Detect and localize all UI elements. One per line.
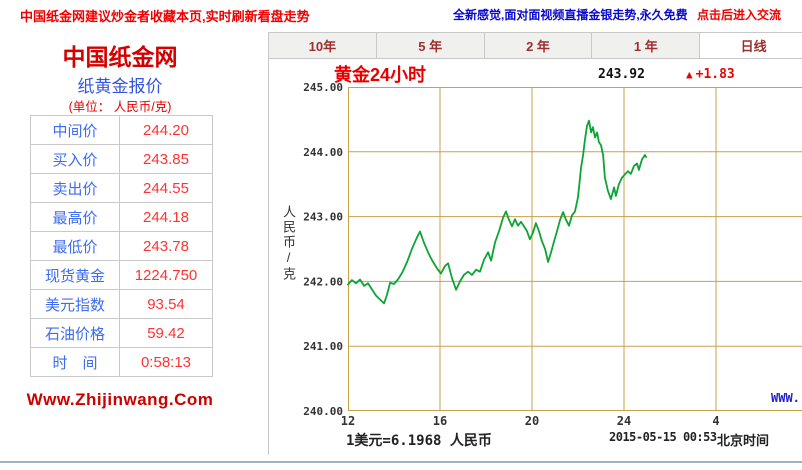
y-axis-unit-label: 人民币/克 (281, 205, 296, 282)
quote-value: 243.85 (119, 144, 213, 174)
quote-label: 最高价 (30, 202, 120, 232)
usd-cny-rate: 1美元=6.1968 人民币 (346, 433, 492, 449)
x-axis-label: 24 (617, 414, 631, 428)
quote-value: 0:58:13 (119, 347, 213, 377)
quote-row: 最低价 243.78 (30, 231, 213, 261)
sidebar: 中国纸金网 纸黄金报价 (单位： 人民币/克) 中间价 244.20 买入价 243.… (0, 28, 262, 462)
y-axis-label: 241.00 (303, 340, 343, 353)
quote-value: 244.18 (119, 202, 213, 232)
quote-row: 卖出价 244.55 (30, 173, 213, 203)
tab-daily[interactable]: 日线 (700, 33, 802, 58)
x-axis-label: 12 (341, 414, 355, 428)
current-price: 243.92 (598, 67, 645, 82)
quote-row: 时 间 0:58:13 (30, 347, 213, 377)
quote-row: 最高价 244.18 (30, 202, 213, 232)
quote-row: 买入价 243.85 (30, 144, 213, 174)
x-axis-label: 20 (525, 414, 539, 428)
quote-label: 最低价 (30, 231, 120, 261)
quote-row: 现货黄金 1224.750 (30, 260, 213, 290)
chart-body: 240.00 241.00 242.00 243.00 244.00 245.00 12 16… (269, 59, 802, 455)
unit-label: (单位： 人民币/克) (68, 100, 172, 114)
banner-right-cta-link[interactable]: 点击后进入交流 (697, 8, 782, 22)
tab-1-year[interactable]: 1 年 (592, 33, 701, 58)
quote-table: 中间价 244.20 买入价 243.85 卖出价 244.55 最高价 244.18 最低价 2… (30, 115, 213, 377)
site-logo[interactable]: 中国纸金网 (62, 44, 178, 70)
quote-value: 93.54 (119, 289, 213, 319)
y-axis-label: 244.00 (303, 146, 343, 159)
quote-row: 石油价格 59.42 (30, 318, 213, 348)
quote-label: 时 间 (30, 347, 120, 377)
chart-watermark: WWW. (771, 391, 800, 405)
quote-label: 现货黄金 (30, 260, 120, 290)
chart-timestamp: 2015-05-15 00:53 (609, 430, 717, 444)
tab-2-year[interactable]: 2 年 (484, 33, 593, 58)
chart-title: 黄金24小时 (334, 65, 427, 85)
quote-subtitle: 纸黄金报价 (77, 77, 163, 96)
y-axis-label: 242.00 (303, 275, 343, 288)
banner-right-promo: 全新感觉,面对面视频直播金银走势,永久免费 点击后进入交流 (453, 6, 781, 23)
x-axis-label: 16 (433, 414, 447, 428)
bottom-divider (0, 461, 802, 463)
timezone-label: 北京时间 (717, 433, 770, 448)
up-arrow-icon: ▲ (686, 68, 693, 81)
y-axis-label: 240.00 (303, 405, 343, 418)
banner-left-link[interactable]: 中国纸金网建议炒金者收藏本页,实时刷新看盘走势 (20, 9, 310, 24)
quote-value: 59.42 (119, 318, 213, 348)
x-axis-label: 4 (712, 414, 719, 428)
website-link[interactable]: Www.Zhijinwang.Com (26, 390, 214, 409)
price-plot: 240.00 241.00 242.00 243.00 244.00 245.00 12 16… (303, 81, 802, 428)
chart-footer: 1美元=6.1968 人民币 2015-05-15 00:53 北京时间 (269, 430, 802, 450)
y-axis-label: 243.00 (303, 211, 343, 224)
quote-row: 中间价 244.20 (30, 115, 213, 145)
price-change-value: +1.83 (695, 67, 735, 82)
top-banner: 中国纸金网建议炒金者收藏本页,实时刷新看盘走势 全新感觉,面对面视频直播金银走势… (0, 0, 802, 28)
quote-value: 243.78 (119, 231, 213, 261)
quote-label: 买入价 (30, 144, 120, 174)
quote-row: 美元指数 93.54 (30, 289, 213, 319)
price-line (347, 119, 648, 305)
quote-value: 244.55 (119, 173, 213, 203)
quote-label: 石油价格 (30, 318, 120, 348)
quote-label: 中间价 (30, 115, 120, 145)
quote-value: 244.20 (119, 115, 213, 145)
banner-right-blue-link[interactable]: 全新感觉,面对面视频直播金银走势,永久免费 (453, 8, 688, 22)
price-change: ▲ +1.83 (686, 67, 735, 82)
quote-value: 1224.750 (119, 260, 213, 290)
y-axis-label: 245.00 (303, 81, 343, 94)
tab-10-year[interactable]: 10年 (269, 33, 377, 58)
quote-label: 卖出价 (30, 173, 120, 203)
quote-label: 美元指数 (30, 289, 120, 319)
tab-5-year[interactable]: 5 年 (376, 33, 485, 58)
